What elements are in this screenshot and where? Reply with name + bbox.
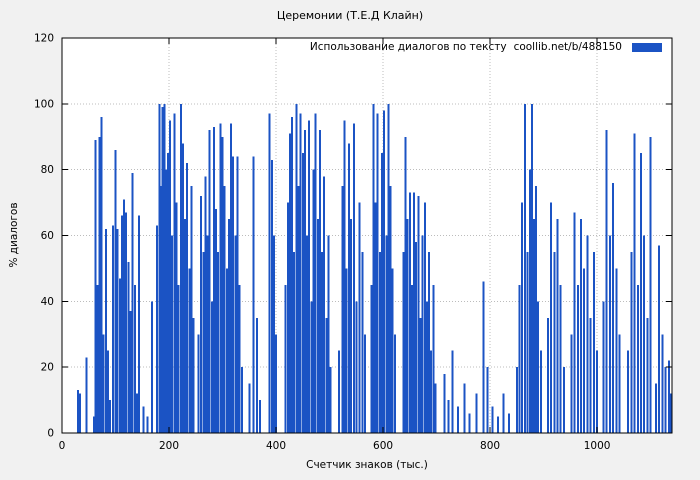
svg-text:80: 80: [41, 164, 54, 176]
svg-text:120: 120: [34, 33, 54, 45]
svg-text:0: 0: [47, 428, 54, 440]
svg-text:60: 60: [41, 230, 54, 242]
x-axis-label: Счетчик знаков (тыс.): [306, 459, 428, 471]
svg-text:0: 0: [59, 440, 66, 452]
svg-text:40: 40: [41, 296, 54, 308]
legend-label: Использование диалогов по тексту: [309, 41, 507, 53]
svg-text:200: 200: [159, 440, 179, 452]
svg-text:1000: 1000: [584, 440, 611, 452]
legend: Использование диалогов по тексту coollib…: [310, 41, 662, 53]
legend-swatch: [632, 42, 662, 52]
svg-text:100: 100: [34, 98, 54, 110]
svg-text:600: 600: [373, 440, 393, 452]
svg-text:400: 400: [266, 440, 286, 452]
y-axis-label: % диалогов: [8, 202, 20, 268]
legend-source: coollib.net/b/488150: [513, 41, 622, 53]
svg-text:800: 800: [480, 440, 500, 452]
chart-title: Церемонии (Т.Е.Д Клайн): [276, 9, 424, 22]
svg-text:20: 20: [41, 362, 54, 374]
